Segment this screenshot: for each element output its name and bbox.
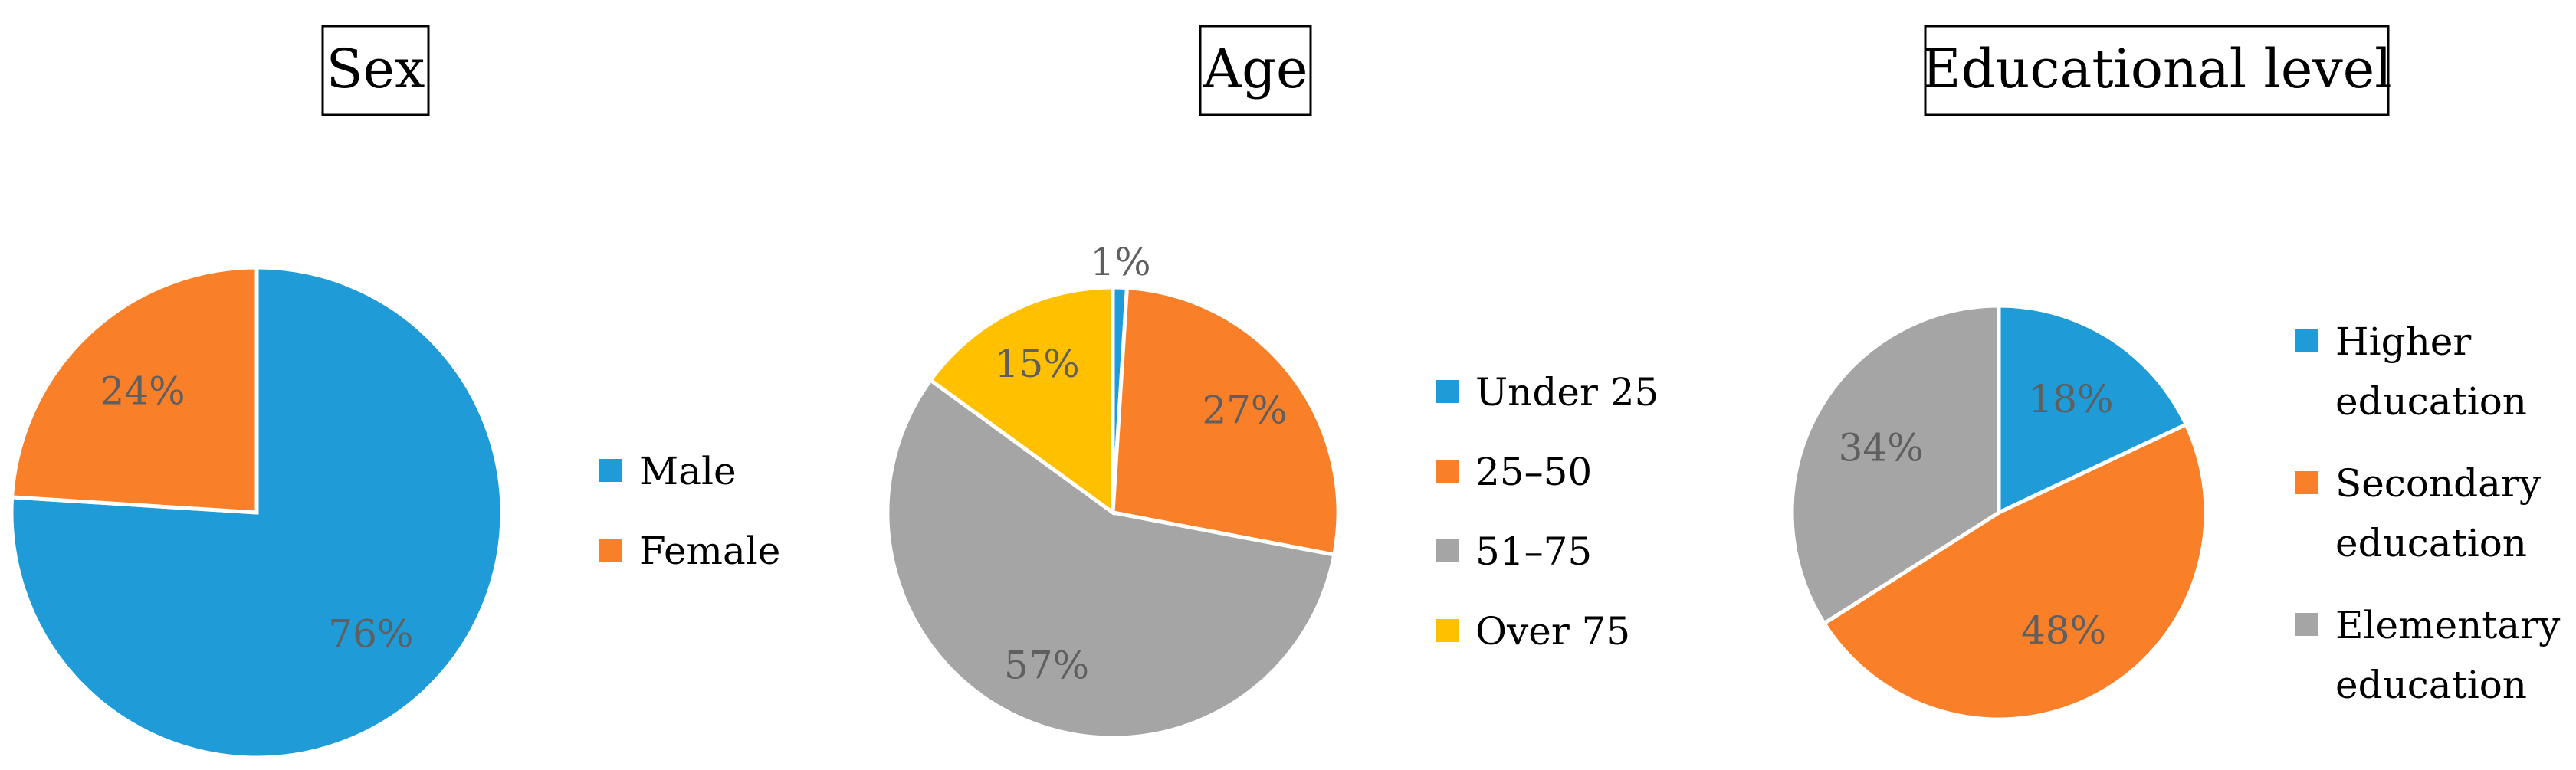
legend-swatch bbox=[2295, 471, 2318, 494]
pie-slice bbox=[885, 377, 1337, 740]
chart-title: Educational level bbox=[1921, 38, 2391, 100]
legend-label: Male bbox=[639, 449, 737, 493]
pie-slice bbox=[1821, 421, 2208, 722]
legend-label: education bbox=[2335, 379, 2527, 424]
slice-percent-label: 34% bbox=[1839, 425, 1924, 470]
slice-percent-label: 24% bbox=[100, 369, 185, 413]
chart-title-box bbox=[1924, 25, 2390, 116]
legend-label: Female bbox=[639, 529, 780, 573]
legend: Higher education Secondary education Element… bbox=[2295, 319, 2561, 707]
legend-label: Under 25 bbox=[1475, 370, 1659, 414]
legend-swatch bbox=[599, 459, 622, 482]
legend-label: Higher bbox=[2335, 319, 2471, 364]
slice-percent-label: 48% bbox=[2021, 608, 2106, 653]
chart-title: Age bbox=[1203, 38, 1308, 100]
chart-title-box bbox=[321, 25, 430, 116]
legend-swatch bbox=[2295, 613, 2318, 636]
slice-percent-label: 27% bbox=[1202, 388, 1287, 433]
pie-chart-1: Sex 76% 24% Male Female bbox=[9, 25, 780, 760]
pie-slice bbox=[927, 285, 1115, 516]
legend-label: Elementary bbox=[2335, 603, 2561, 647]
legend-swatch bbox=[2295, 329, 2318, 352]
legend-swatch bbox=[1436, 460, 1459, 483]
pie-slice bbox=[1111, 285, 1341, 558]
legend-swatch bbox=[599, 539, 622, 562]
legend: Under 25 25–50 51–75 Over 75 bbox=[1436, 370, 1659, 654]
legend-swatch bbox=[1436, 380, 1459, 403]
chart-title-box bbox=[1199, 25, 1312, 116]
pie-chart-3: Educational level 18% 48% 34% Higher educatio… bbox=[1790, 25, 2561, 722]
pie-slice bbox=[1790, 303, 2001, 627]
slice-percent-label: 1% bbox=[1090, 240, 1150, 284]
legend-swatch bbox=[1436, 619, 1459, 642]
legend: Male Female bbox=[599, 449, 780, 573]
legend-label: education bbox=[2335, 663, 2527, 707]
pie-slice bbox=[9, 265, 259, 515]
legend-label: 25–50 bbox=[1475, 450, 1592, 494]
legend-label: Secondary bbox=[2335, 461, 2542, 506]
slice-percent-label: 18% bbox=[2028, 377, 2113, 421]
slice-percent-label: 76% bbox=[328, 612, 413, 657]
legend-label: Over 75 bbox=[1475, 609, 1630, 654]
slice-percent-label: 15% bbox=[995, 342, 1080, 386]
legend-swatch bbox=[1436, 539, 1459, 562]
legend-label: education bbox=[2335, 521, 2527, 565]
pie-slice bbox=[1997, 303, 2189, 516]
slice-percent-label: 57% bbox=[1004, 644, 1089, 688]
legend-label: 51–75 bbox=[1475, 529, 1592, 574]
chart-title: Sex bbox=[327, 38, 425, 100]
pie-chart-2: Age 1% 27% 57% 15% Under 25 25–50 51–75 Over 75 bbox=[885, 25, 1659, 740]
